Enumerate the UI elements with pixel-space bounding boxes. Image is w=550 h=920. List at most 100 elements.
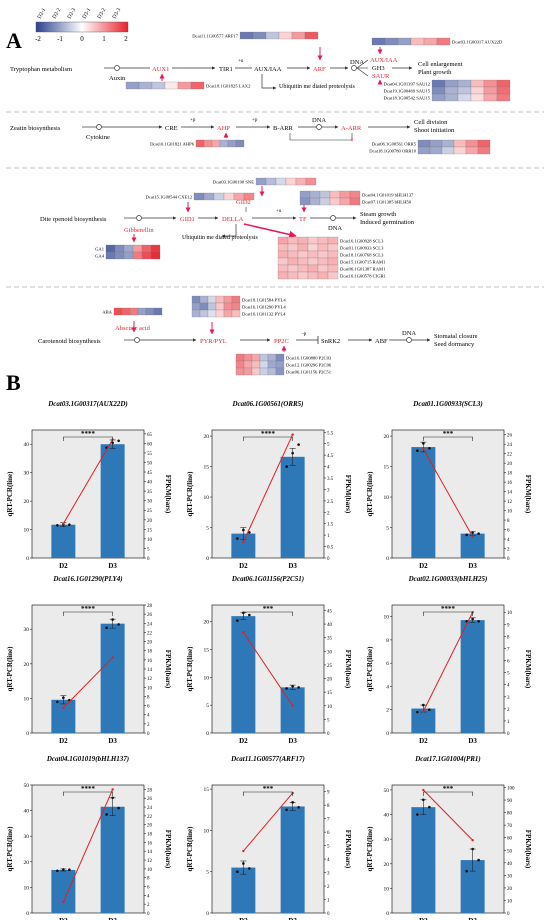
heatmap-cell <box>121 307 131 316</box>
left-tick-label: 10 <box>204 828 210 834</box>
fpkm-point <box>111 788 114 791</box>
y2-axis-label: FPKM(bars) <box>164 830 172 869</box>
heatmap-cell <box>317 271 329 280</box>
right-tick-label: 14 <box>147 850 153 855</box>
plot-area <box>391 604 505 734</box>
heatmap-cell <box>251 367 261 376</box>
heatmap-cell <box>317 236 329 245</box>
right-tick-label: 45 <box>147 471 153 476</box>
heatmap-arf17: Dcat11.1G00577 ARF17 <box>192 31 319 40</box>
fpkm-point <box>471 535 474 538</box>
replicate-point <box>111 441 114 445</box>
right-tick-label: 100 <box>507 787 515 792</box>
panel-label-b: B <box>6 370 21 395</box>
heatmap-orr: Dcat06.1G00561 ORR5 Dcat18.1G00780 ORR10 <box>369 139 491 155</box>
heatmap-cell <box>339 190 351 199</box>
heatmap-cell <box>483 93 498 102</box>
left-tick-label: 5 <box>206 526 209 532</box>
gene-gid2: GID2 <box>236 199 251 206</box>
cyto-dna-label: DNA <box>312 117 326 124</box>
right-tick-label: 5 <box>327 443 330 448</box>
left-tick-label: 0 <box>26 731 29 737</box>
left-tick-label: 0 <box>206 911 209 917</box>
significance-bracket <box>63 611 113 616</box>
replicate-point <box>62 868 65 871</box>
heatmap-cell <box>215 295 225 304</box>
significance-label: *** <box>443 785 454 793</box>
right-tick-label: 20 <box>507 462 513 467</box>
significance-bracket <box>243 791 293 796</box>
heatmap-cell <box>141 244 152 253</box>
right-tick-label: 10 <box>147 868 153 873</box>
chart-5: Dcat06.1G01156(P2C51) 0 5 10 15 20 0 5 10 15 20 25 3… <box>186 575 352 745</box>
right-tick-label: 16 <box>507 481 513 486</box>
left-tick-label: 4 <box>386 684 389 690</box>
right-tick-label: 4 <box>327 466 330 471</box>
heatmap-cell <box>483 79 498 88</box>
heatmap-cell <box>307 250 319 259</box>
cyto-start-label: Zeatin biosynthesis <box>10 125 61 132</box>
heatmap-cell <box>297 257 309 266</box>
heatmap-gene-label: Dcat04.1G01019 bHLH137 <box>362 193 414 198</box>
left-tick-label: 20 <box>204 434 210 440</box>
right-tick-label: 65 <box>147 433 153 438</box>
legend-tick: 0 <box>80 35 84 43</box>
heatmap-aba-level: ABA <box>102 307 163 316</box>
fpkm-point <box>242 631 245 634</box>
right-tick-label: 3.5 <box>327 477 334 482</box>
heatmap-cell <box>417 139 431 148</box>
heatmap-cell <box>150 244 161 253</box>
gene-della: DELLA <box>222 216 244 223</box>
right-tick-label: 9 <box>507 623 510 628</box>
category-label: D3 <box>108 737 117 745</box>
heatmap-cell <box>496 86 511 95</box>
heatmap-cell <box>223 302 233 311</box>
heatmap-cell <box>275 177 287 186</box>
heatmap-cell <box>307 264 319 273</box>
chart-3: Dcat01.1G00933(SCL3)05101520024681012141… <box>366 400 532 570</box>
left-tick-label: 10 <box>204 495 210 501</box>
right-tick-label: 4 <box>507 684 510 689</box>
right-tick-label: 26 <box>147 613 153 618</box>
fpkm-point <box>62 706 65 710</box>
heatmap-cell <box>231 309 241 318</box>
heatmap-cell <box>436 37 451 46</box>
heatmap-cell <box>123 251 134 260</box>
right-tick-label: 10 <box>147 538 153 543</box>
category-label: D3 <box>468 737 477 745</box>
right-tick-label: 8 <box>507 519 510 524</box>
cytokine-label: Cytokine <box>86 134 110 141</box>
right-tick-label: 0.5 <box>327 546 334 551</box>
fpkm-line <box>422 612 474 712</box>
replicate-point <box>465 869 468 873</box>
gene-tf: TF <box>299 216 307 223</box>
category-label: D3 <box>288 917 297 920</box>
legend-header: D2-1 D2-2 D2-3 D3-1 D3-2 D3-3 <box>37 7 123 20</box>
heatmap-cell <box>327 271 339 280</box>
cyto-outcome-1: Cell division <box>414 119 448 126</box>
heatmap-cell <box>277 264 289 273</box>
replicate-point <box>111 618 114 621</box>
left-tick-label: 5 <box>206 703 209 709</box>
heatmap-cell <box>297 271 309 280</box>
heatmap-cell <box>441 146 455 155</box>
replicate-point <box>242 528 245 532</box>
left-tick-label: 0 <box>386 731 389 737</box>
replicate-point <box>465 533 468 537</box>
heatmap-gene-label: Dcat18.1G00780 ORR10 <box>369 149 416 154</box>
right-tick-label: 18 <box>147 650 153 655</box>
heatmap-cell <box>207 302 217 311</box>
heatmap-gene-label: Dcat18.1G00542 SAU15 <box>384 96 431 101</box>
legend-gradient <box>35 21 129 33</box>
heatmap-gene-label: Dcat07.1G01385 bHLH50 <box>362 200 412 205</box>
right-tick-label: 26 <box>507 434 513 439</box>
heatmap-cell <box>251 360 261 369</box>
panel-label-a: A <box>6 28 22 53</box>
dna-node-ga <box>330 215 336 221</box>
right-tick-label: 2 <box>507 548 510 553</box>
right-tick-label: 2 <box>327 885 330 890</box>
heatmap-scl3: Dcat16.1G00928 SCL3 Dcat01.1G00933 SCL3 Dc… <box>277 236 387 280</box>
heatmap-cell <box>215 309 225 318</box>
right-tick-label: 5 <box>327 845 330 850</box>
